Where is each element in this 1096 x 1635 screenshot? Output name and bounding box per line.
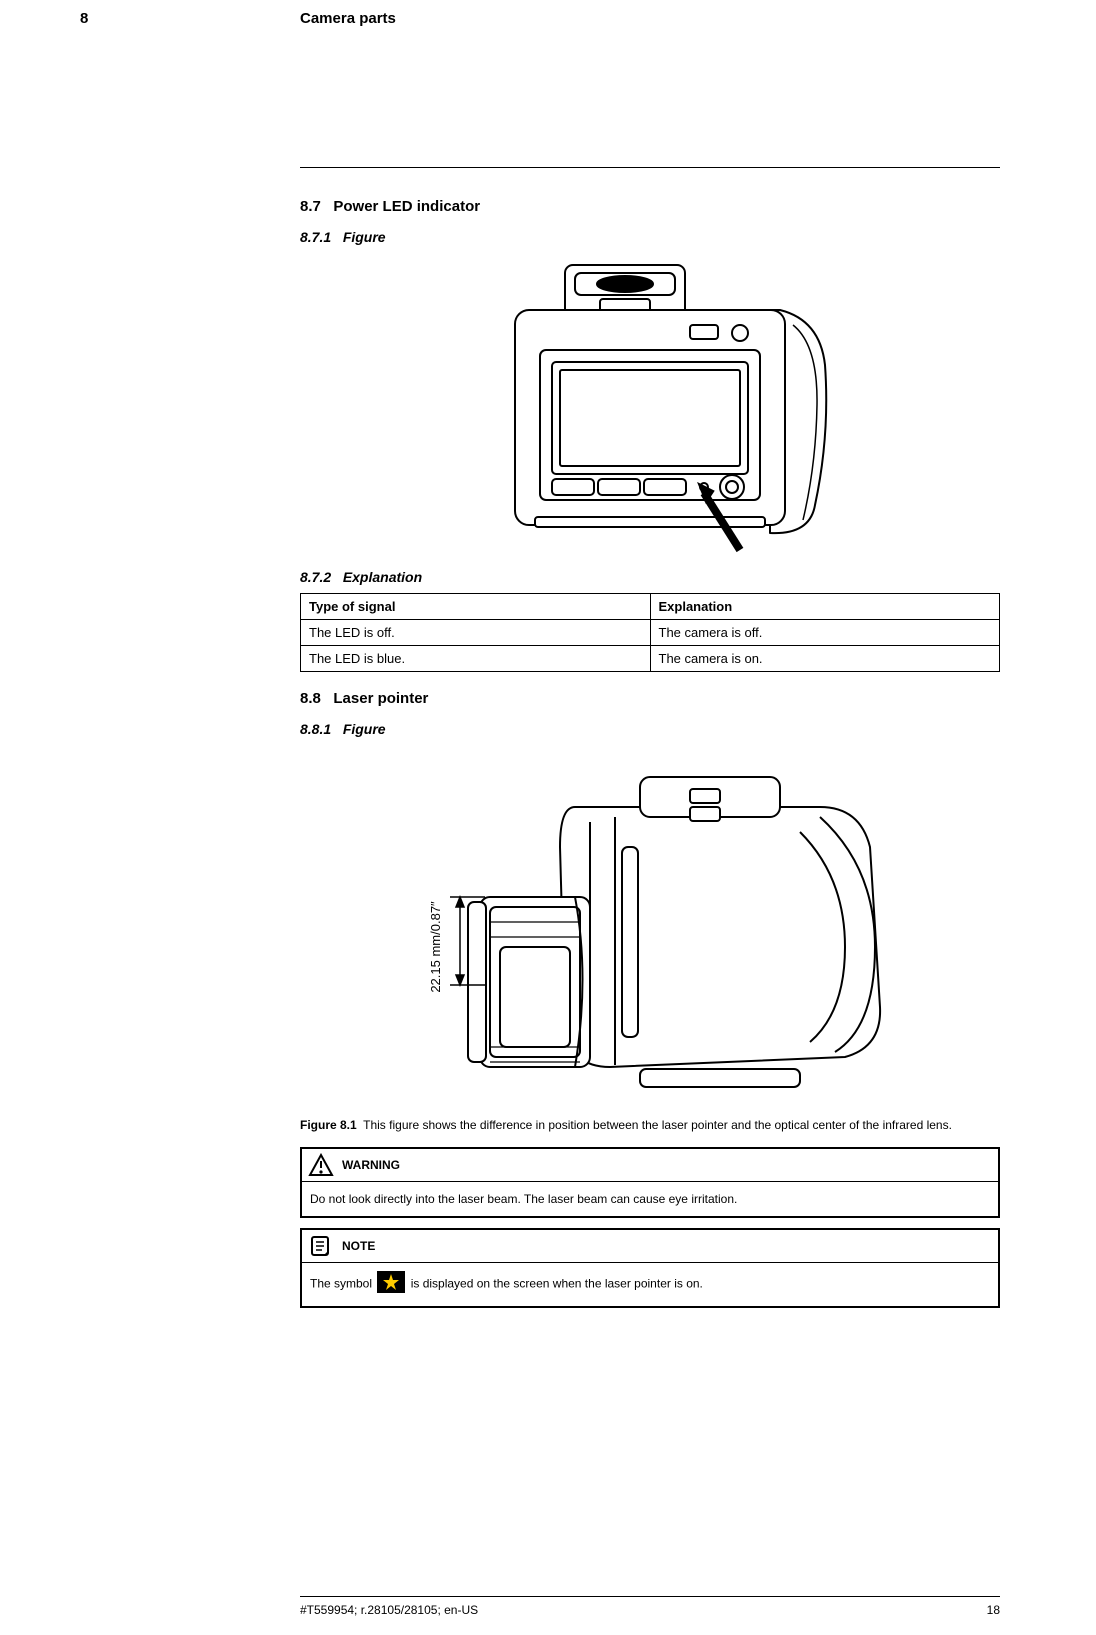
table-header-signal: Type of signal [301, 594, 651, 620]
page-header: 8 Camera parts [80, 10, 1016, 27]
explanation-table: Type of signal Explanation The LED is of… [300, 593, 1000, 672]
table-header-explanation: Explanation [650, 594, 1000, 620]
table-row: The LED is off. The camera is off. [301, 620, 1000, 646]
table-cell: The LED is off. [301, 620, 651, 646]
warning-callout: WARNING Do not look directly into the la… [300, 1147, 1000, 1218]
note-body-suffix: is displayed on the screen when the lase… [411, 1277, 703, 1291]
note-header: NOTE [302, 1230, 998, 1263]
footer-page-number: 18 [987, 1603, 1000, 1617]
subsection-heading-8-8-1: 8.8.1 Figure [300, 721, 1000, 737]
section-number: 8.8 [300, 690, 321, 707]
table-row: Type of signal Explanation [301, 594, 1000, 620]
subsection-number: 8.8.1 [300, 721, 331, 737]
note-page-icon [308, 1234, 334, 1258]
figure-caption: Figure 8.1 This figure shows the differe… [300, 1117, 1000, 1133]
figure-caption-text: This figure shows the difference in posi… [363, 1118, 952, 1132]
subsection-heading-8-7-2: 8.7.2 Explanation [300, 569, 1000, 585]
note-title: NOTE [342, 1239, 375, 1253]
horizontal-rule-bottom [300, 1596, 1000, 1597]
figure-caption-label: Figure 8.1 [300, 1118, 357, 1132]
page-footer: #T559954; r.28105/28105; en-US 18 [300, 1596, 1000, 1617]
subsection-title: Figure [343, 721, 386, 737]
note-body: The symbol is displayed on the screen wh… [302, 1263, 998, 1306]
laser-on-indicator-icon [377, 1271, 405, 1298]
subsection-heading-8-7-1: 8.7.1 Figure [300, 229, 1000, 245]
section-title: Laser pointer [333, 690, 428, 707]
content-area: 8.7 Power LED indicator 8.7.1 Figure [300, 167, 1000, 1308]
table-row: The LED is blue. The camera is on. [301, 646, 1000, 672]
section-heading-8-8: 8.8 Laser pointer [300, 690, 1000, 707]
section-number: 8.7 [300, 198, 321, 215]
warning-header: WARNING [302, 1149, 998, 1182]
subsection-title: Explanation [343, 569, 422, 585]
figure-8-7-1 [300, 255, 1000, 555]
horizontal-rule-top [300, 167, 1000, 168]
subsection-number: 8.7.1 [300, 229, 331, 245]
warning-triangle-icon [308, 1153, 334, 1177]
table-cell: The LED is blue. [301, 646, 651, 672]
camera-side-diagram: 22.15 mm/0.87″ [390, 747, 910, 1107]
section-heading-8-7: 8.7 Power LED indicator [300, 198, 1000, 215]
page: 8 Camera parts 8.7 Power LED indicator 8… [0, 0, 1096, 1635]
table-cell: The camera is off. [650, 620, 1000, 646]
figure-8-8-1: 22.15 mm/0.87″ [300, 747, 1000, 1107]
note-body-prefix: The symbol [310, 1277, 375, 1291]
warning-title: WARNING [342, 1158, 400, 1172]
chapter-title: Camera parts [300, 10, 1016, 27]
subsection-number: 8.7.2 [300, 569, 331, 585]
note-callout: NOTE The symbol is displayed on the scre… [300, 1228, 1000, 1308]
camera-rear-diagram [440, 255, 860, 555]
section-title: Power LED indicator [333, 198, 480, 215]
dimension-label: 22.15 mm/0.87″ [428, 901, 443, 993]
warning-body: Do not look directly into the laser beam… [302, 1182, 998, 1216]
table-cell: The camera is on. [650, 646, 1000, 672]
footer-doc-id: #T559954; r.28105/28105; en-US [300, 1603, 478, 1617]
subsection-title: Figure [343, 229, 386, 245]
chapter-number: 8 [80, 10, 300, 27]
